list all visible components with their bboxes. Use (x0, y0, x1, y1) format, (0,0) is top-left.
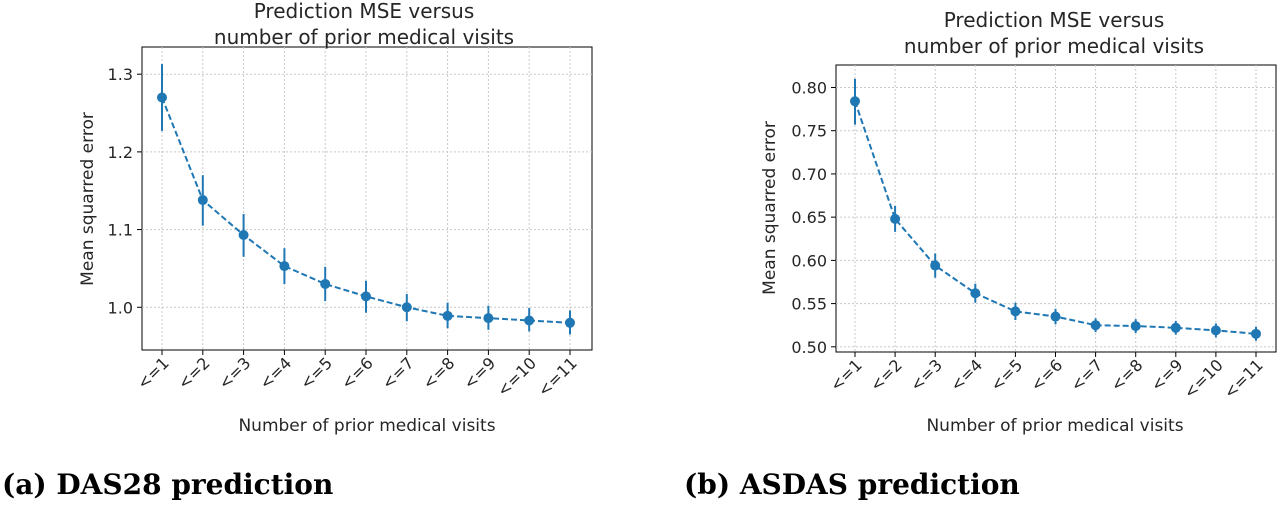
x-tick-label: <=7 (378, 353, 418, 393)
x-axis-label: Number of prior medical visits (926, 416, 1183, 436)
y-tick-label: 0.55 (791, 295, 827, 314)
y-tick-label: 1.3 (108, 65, 133, 84)
chart-panel-asdas: 0.500.550.600.650.700.750.80 <=1 <=2 <=3 <=… (684, 8, 1277, 501)
x-tick-label: <=3 (906, 355, 946, 395)
data-point (238, 230, 249, 241)
x-axis-label: Number of prior medical visits (238, 416, 495, 436)
data-point (157, 92, 167, 103)
y-tick-label: 1.2 (108, 143, 133, 162)
data-point (1090, 320, 1101, 331)
data-point (850, 96, 860, 107)
data-point (524, 315, 535, 326)
x-tick-label: <=2 (866, 355, 906, 395)
y-tick-label: 1.0 (108, 298, 133, 317)
data-point (970, 288, 981, 299)
x-tick-layer: <=1 <=2 <=3 <=4 <=5 <=6 <=7 <=8 <=9<=10<=11 (133, 350, 581, 400)
x-tick-layer: <=1 <=2 <=3 <=4 <=5 <=6 <=7 <=8 <=9<=10<=11 (826, 352, 1267, 402)
x-tick-label: <=11 (1220, 355, 1267, 402)
data-point (1210, 325, 1221, 336)
x-tick-label: <=10 (1180, 355, 1227, 402)
data-point (565, 317, 575, 328)
panel-caption: (b) ASDAS prediction (684, 468, 1020, 501)
y-tick-label: 0.70 (791, 165, 827, 184)
x-tick-label: <=6 (1027, 355, 1067, 395)
x-tick-label: <=6 (337, 353, 377, 393)
panel-caption: (a) DAS28 prediction (2, 468, 333, 501)
x-tick-label: <=7 (1067, 355, 1107, 395)
chart-title-line2: number of prior medical visits (214, 25, 514, 49)
data-point (1130, 321, 1141, 332)
x-tick-label: <=8 (419, 353, 459, 393)
data-point (197, 195, 208, 206)
data-point (930, 260, 941, 271)
y-tick-label: 0.80 (791, 78, 827, 97)
x-tick-label: <=10 (493, 353, 540, 400)
x-tick-label: <=11 (534, 353, 581, 400)
y-tick-label: 0.75 (791, 122, 827, 141)
chart-title-line2: number of prior medical visits (904, 34, 1204, 58)
data-point (361, 291, 371, 302)
data-point (1010, 306, 1021, 317)
x-tick-label: <=1 (133, 353, 173, 393)
y-tick-label: 0.60 (791, 251, 827, 270)
x-tick-label: <=4 (947, 355, 987, 395)
x-tick-label: <=3 (215, 353, 255, 393)
x-tick-label: <=5 (987, 355, 1027, 395)
y-tick-label: 1.1 (108, 221, 133, 240)
data-point (401, 302, 412, 313)
chart-title-line1: Prediction MSE versus (254, 0, 475, 23)
data-point (890, 213, 901, 224)
x-tick-label: <=8 (1107, 355, 1147, 395)
series-layer (157, 64, 575, 335)
data-point (279, 261, 290, 272)
x-tick-label: <=1 (826, 355, 866, 395)
data-point (1050, 311, 1061, 322)
data-point (483, 313, 494, 324)
series-layer (850, 78, 1261, 341)
x-tick-label: <=5 (296, 353, 336, 393)
y-tick-label: 0.65 (791, 208, 827, 227)
x-tick-label: <=2 (174, 353, 214, 393)
data-point (1251, 328, 1261, 339)
y-tick-label: 0.50 (791, 338, 827, 357)
data-point (1170, 322, 1181, 333)
y-axis-label: Mean squarred error (760, 121, 780, 295)
y-axis-label: Mean squarred error (78, 112, 98, 286)
chart-title-line1: Prediction MSE versus (944, 8, 1165, 32)
y-tick-layer: 0.50 0.55 0.60 0.65 0.70 0.75 0.80 (791, 78, 836, 357)
grid-layer (836, 65, 1276, 352)
data-point (320, 278, 331, 289)
chart-panel-das28: 1.01.11.21.3 <=1 <=2 <=3 <=4 <=5 <=6 <=7 <=8 <=9… (2, 0, 593, 501)
data-point (442, 310, 453, 321)
plot-area-frame (141, 46, 593, 351)
x-tick-label: <=4 (256, 353, 296, 393)
y-tick-layer: 1.0 1.1 1.2 1.3 (108, 65, 142, 317)
